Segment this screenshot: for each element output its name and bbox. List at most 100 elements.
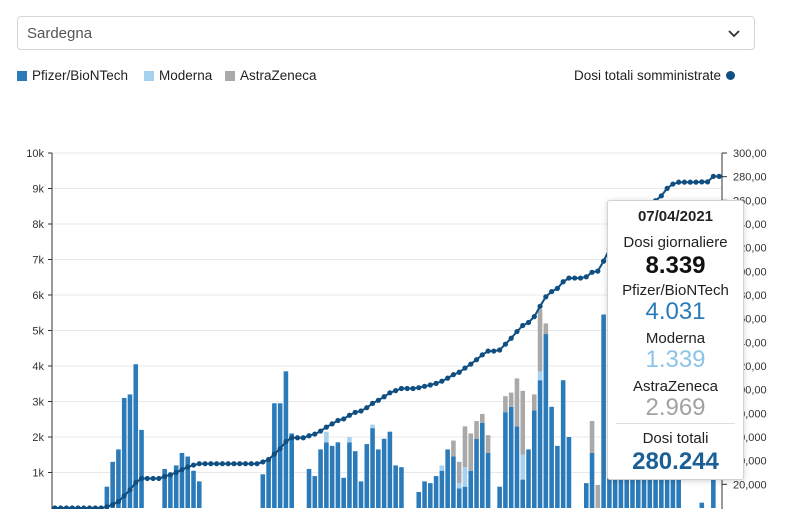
bar-pfizer: [318, 449, 323, 508]
left-axis-tick-label: 3k: [32, 397, 44, 409]
bar-pfizer: [537, 380, 543, 508]
total-doses-point: [225, 461, 231, 467]
bar-pfizer: [699, 502, 705, 508]
total-doses-point: [600, 258, 607, 264]
bar-pfizer: [352, 451, 358, 508]
total-doses-point: [670, 181, 676, 187]
bar-astrazeneca: [537, 309, 543, 372]
total-doses-point: [323, 424, 329, 430]
total-doses-point: [364, 405, 370, 411]
left-axis-tick-label: 7k: [32, 255, 44, 267]
total-doses-point: [687, 179, 693, 185]
tooltip-daily-value: 8.339: [645, 252, 706, 279]
bar-pfizer: [335, 442, 341, 508]
total-doses-point: [508, 335, 514, 341]
total-doses-point: [421, 383, 428, 389]
bar-pfizer: [387, 431, 393, 508]
bar-pfizer: [497, 486, 502, 508]
left-axis-tick-label: 1k: [32, 468, 44, 480]
total-doses-point: [369, 400, 376, 406]
legend-item-astrazeneca[interactable]: AstraZeneca: [225, 68, 317, 83]
total-doses-point: [81, 505, 87, 509]
chart-legend: Pfizer/BioNTech Moderna AstraZeneca Dosi…: [17, 68, 800, 86]
legend-item-pfizer[interactable]: Pfizer/BioNTech: [17, 68, 128, 83]
bar-astrazeneca: [485, 435, 491, 453]
bar-pfizer: [341, 477, 346, 508]
bar-pfizer: [514, 426, 520, 508]
bar-pfizer: [329, 445, 335, 508]
total-doses-point: [531, 314, 537, 320]
total-doses-point: [514, 328, 520, 335]
total-doses-point: [162, 473, 168, 480]
bar-moderna: [537, 371, 543, 381]
legend-label-moderna: Moderna: [159, 68, 213, 83]
bar-pfizer: [185, 456, 191, 508]
total-doses-point: [427, 382, 433, 388]
bar-pfizer: [474, 438, 479, 508]
total-doses-point: [572, 275, 578, 281]
bar-pfizer: [364, 444, 370, 508]
total-doses-point: [664, 185, 670, 191]
total-doses-point: [341, 416, 347, 422]
total-doses-point: [110, 501, 116, 508]
bar-moderna: [347, 437, 352, 443]
total-doses-point: [704, 179, 711, 185]
total-doses-point: [375, 397, 381, 403]
total-doses-point: [479, 352, 485, 358]
bar-pfizer: [127, 394, 133, 508]
legend-swatch-pfizer: [17, 70, 27, 81]
bar-pfizer: [266, 460, 271, 508]
total-doses-point: [231, 461, 237, 467]
bar-pfizer: [560, 380, 566, 508]
legend-dot-total: [726, 71, 736, 80]
bar-pfizer: [676, 470, 681, 508]
legend-swatch-moderna: [144, 70, 154, 81]
bar-pfizer: [179, 452, 185, 508]
total-doses-point: [393, 388, 399, 394]
bar-pfizer: [428, 483, 433, 508]
bar-pfizer: [347, 442, 352, 508]
total-doses-point: [190, 462, 197, 468]
tooltip-divider: [616, 423, 735, 424]
bar-moderna: [456, 483, 462, 489]
total-doses-point: [300, 435, 306, 441]
bar-pfizer: [480, 422, 485, 508]
total-doses-point: [710, 173, 716, 179]
bar-astrazeneca: [531, 394, 537, 411]
legend-item-moderna[interactable]: Moderna: [144, 68, 212, 83]
total-doses-point: [277, 446, 283, 452]
total-doses-point: [433, 380, 439, 386]
legend-swatch-astrazeneca: [225, 70, 235, 81]
total-doses-point: [681, 179, 688, 185]
total-doses-point: [104, 504, 110, 509]
bar-astrazeneca: [589, 421, 595, 453]
bar-pfizer: [393, 465, 398, 508]
total-doses-point: [473, 357, 480, 363]
tooltip-moderna-label: Moderna: [645, 330, 706, 347]
tooltip-date: 07/04/2021: [637, 208, 714, 225]
bar-astrazeneca: [456, 461, 462, 484]
bar-astrazeneca: [474, 421, 479, 439]
left-axis-tick-label: 5k: [32, 326, 44, 338]
legend-label-total: Dosi totali somministrate: [574, 68, 722, 83]
total-doses-point: [693, 179, 699, 185]
total-doses-point: [271, 451, 277, 457]
legend-item-total[interactable]: Dosi totali somministrate: [574, 68, 736, 83]
total-doses-point: [179, 467, 185, 473]
legend-label-pfizer: Pfizer/BioNTech: [32, 68, 129, 83]
region-select[interactable]: Sardegna: [17, 16, 755, 50]
bar-astrazeneca: [503, 396, 508, 413]
bar-pfizer: [543, 334, 549, 508]
bar-pfizer: [520, 479, 526, 508]
tooltip-daily-label: Dosi giornaliere: [623, 234, 728, 251]
total-doses-point: [554, 285, 560, 291]
total-doses-point: [566, 275, 572, 281]
left-axis-tick-label: 2k: [32, 432, 44, 444]
total-doses-point: [86, 505, 93, 509]
bar-pfizer: [358, 481, 364, 508]
total-doses-point: [173, 469, 179, 476]
total-doses-point: [658, 193, 664, 199]
bar-pfizer: [503, 412, 508, 508]
total-doses-point: [63, 505, 70, 509]
total-doses-point: [254, 461, 260, 467]
